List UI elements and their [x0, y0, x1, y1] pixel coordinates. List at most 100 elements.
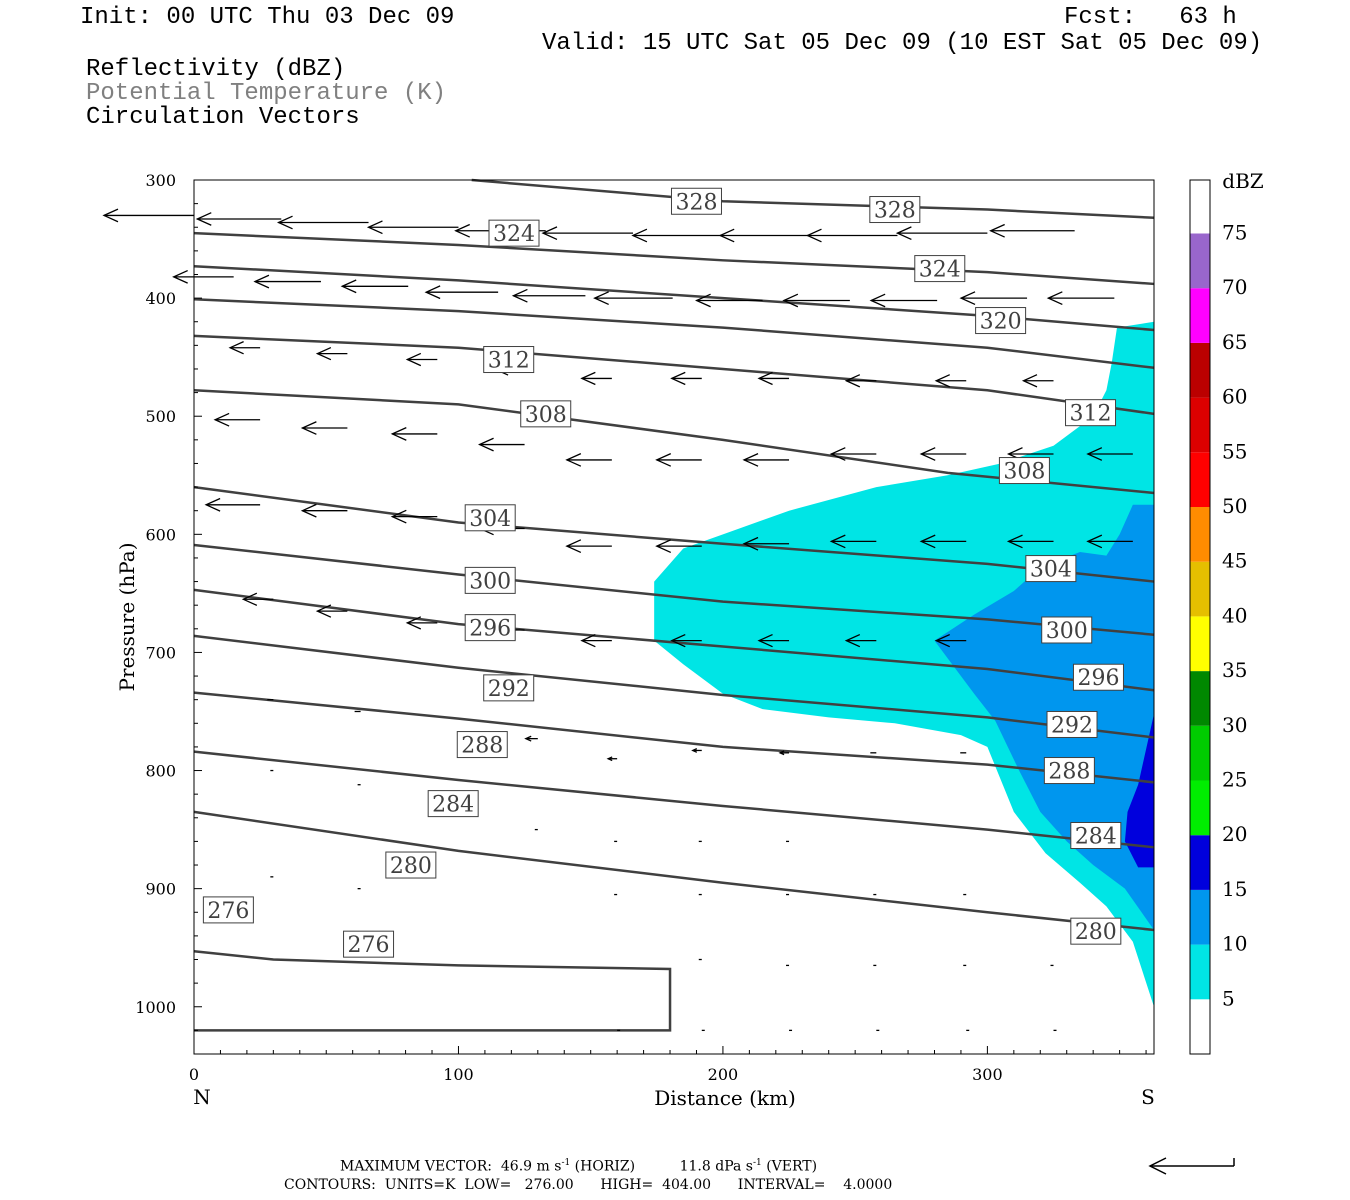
colorbar-label: 75 [1222, 221, 1247, 245]
x-end-label-left: N [193, 1085, 211, 1109]
colorbar-label: 60 [1222, 385, 1247, 409]
colorbar-swatch-60 [1190, 342, 1210, 398]
wind-vector [655, 539, 702, 554]
max-vector-label: MAXIMUM VECTOR: [340, 1158, 492, 1175]
wind-vector [695, 293, 763, 308]
theta-label-box [483, 674, 535, 702]
y-tick-label: 700 [145, 643, 176, 662]
theta-label-text: 292 [1051, 713, 1093, 738]
theta-label: 328 [869, 196, 921, 224]
reference-vector-icon [1148, 1157, 1235, 1175]
colorbar-label: 55 [1222, 439, 1247, 463]
wind-vector [172, 269, 234, 284]
theta-label: 312 [1065, 399, 1117, 427]
vert-tag: (VERT) [766, 1158, 818, 1175]
theta-label-text: 304 [1030, 558, 1072, 583]
theta-label: 312 [483, 346, 535, 374]
theta-label-text: 308 [525, 403, 567, 428]
colorbar-swatch-40 [1190, 561, 1210, 617]
wind-vector [315, 604, 348, 618]
horiz-value: 46.9 m s [500, 1158, 562, 1175]
wind-vector [606, 756, 618, 762]
wind-vector [869, 293, 938, 308]
theta-label: 276 [202, 896, 254, 924]
init-time: Init: 00 UTC Thu 03 Dec 09 [80, 4, 455, 31]
theta-label-box [464, 614, 516, 642]
theta-label: 292 [1046, 710, 1098, 738]
theta-label-box [464, 504, 516, 532]
wind-vector [405, 616, 438, 630]
wind-vector [204, 497, 261, 512]
colorbar-swatch-45 [1190, 507, 1210, 562]
theta-label: 296 [1072, 663, 1124, 691]
colorbar-swatch-5 [1190, 944, 1210, 1000]
theta-label-box [1046, 710, 1098, 738]
theta-label: 284 [1070, 822, 1122, 850]
wind-vector [718, 228, 811, 243]
colorbar-swatch-50 [1190, 452, 1210, 507]
theta-label-box [456, 731, 508, 759]
theta-contour-276 [193, 950, 672, 1032]
wind-vector [541, 226, 634, 241]
horiz-tag: (HORIZ) [574, 1158, 636, 1175]
wind-vector [934, 633, 967, 648]
wind-vector [340, 279, 409, 294]
wind-vector [919, 534, 967, 549]
theta-label-box [998, 457, 1050, 485]
colorbar-swatch-20 [1190, 780, 1210, 836]
theta-label-box [869, 196, 921, 224]
wind-vector [844, 633, 877, 648]
theta-label-text: 300 [469, 569, 511, 594]
wind-vector [757, 633, 790, 648]
wind-vector [300, 421, 348, 435]
theta-label-box [488, 219, 540, 247]
reflectivity-region-15dbz [1124, 713, 1154, 868]
theta-label-text: 312 [488, 349, 530, 374]
colorbar-label: 5 [1222, 986, 1235, 1010]
y-axis-title: Pressure (hPa) [115, 543, 139, 692]
theta-label-box [1043, 757, 1095, 785]
theta-label-box [1041, 616, 1093, 644]
colorbar-label: 40 [1222, 603, 1247, 627]
wind-vector [1046, 291, 1115, 306]
theta-label-text: 312 [1070, 402, 1112, 427]
colorbar-label: 70 [1222, 275, 1247, 299]
wind-vector [477, 437, 525, 452]
wind-vector [580, 371, 612, 386]
colorbar-label: 15 [1222, 877, 1247, 901]
wind-vector [213, 412, 261, 427]
theta-label: 280 [385, 851, 437, 879]
theta-label: 292 [483, 674, 535, 702]
colorbar-swatch-25 [1190, 725, 1210, 781]
x-tick-label: 100 [443, 1065, 474, 1084]
theta-label-text: 284 [1075, 825, 1117, 850]
wind-vector [366, 220, 459, 235]
wind-vector [1006, 534, 1054, 549]
theta-label-text: 328 [874, 199, 916, 224]
theta-label: 276 [343, 930, 395, 958]
theta-label: 308 [520, 400, 572, 428]
theta-label-box [464, 566, 516, 594]
colorbar-swatch-30 [1190, 671, 1210, 726]
wind-vector [1086, 447, 1133, 461]
theta-contour-312 [193, 334, 1155, 416]
wind-vector [580, 633, 612, 648]
wind-vector [1086, 534, 1133, 549]
theta-contour-280 [193, 810, 1155, 932]
theta-contours [193, 178, 1155, 1032]
wind-vector [670, 633, 702, 648]
theta-label: 304 [1025, 555, 1077, 583]
theta-labels: 328 328 324 324 320 312 312 308 308 304 304 300 300 2… [202, 187, 1124, 958]
colorbar-swatch-15 [1190, 835, 1210, 890]
wind-vector [390, 509, 438, 524]
colorbar-label: 20 [1222, 822, 1247, 846]
y-tick-label: 900 [145, 880, 176, 899]
y-tick-label: 400 [145, 289, 176, 308]
theta-contour-288 [193, 691, 1155, 784]
colorbar-outline [1189, 179, 1211, 1055]
field-title-theta: Potential Temperature (K) [86, 80, 447, 107]
forecast-hour: Fcst: 63 h [1064, 4, 1237, 31]
theta-label-box [975, 307, 1027, 335]
valid-time: Valid: 15 UTC Sat 05 Dec 09 (10 EST Sat … [542, 30, 1263, 57]
y-tick-label: 600 [145, 525, 176, 544]
